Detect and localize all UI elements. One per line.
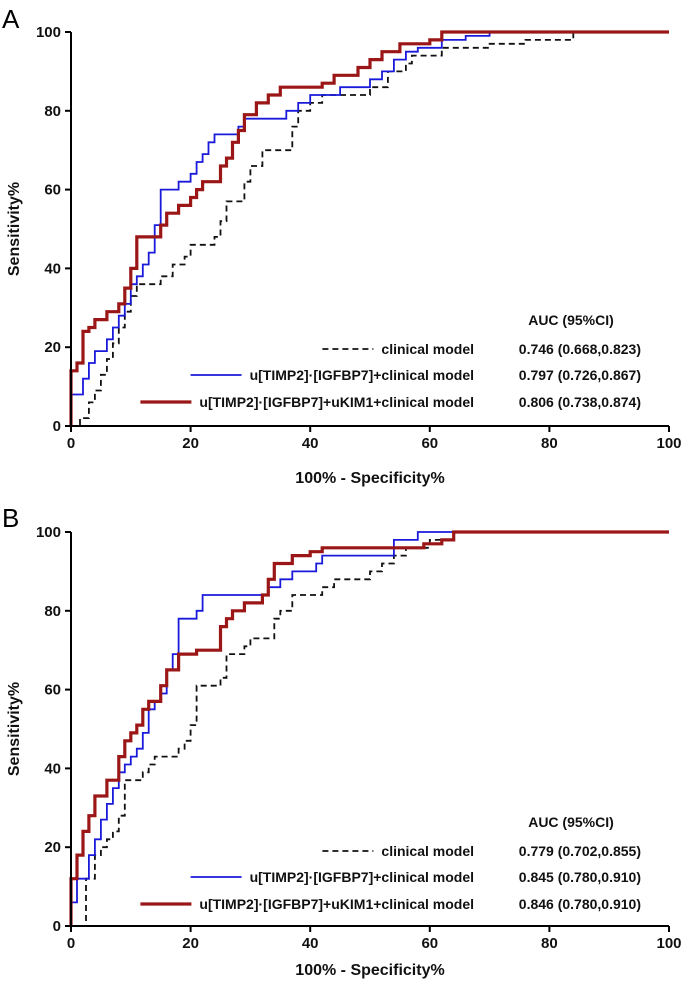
panel-a-x-tick-label: 100 (656, 435, 681, 452)
panel-b-legend-auc: 0.845 (0.780,0.910) (519, 869, 641, 885)
panel-a-x-tick-label: 40 (302, 435, 319, 452)
panel-a-legend-auc: 0.806 (0.738,0.874) (519, 394, 641, 410)
roc-panel-b: B 0 20 40 60 80 100 0 20 40 60 80 100 100% - Specif… (2, 503, 682, 979)
panel-a-x-tick-label: 60 (421, 435, 438, 452)
panel-b-letter: B (2, 503, 19, 533)
panel-a-legend-label: clinical model (381, 341, 474, 357)
panel-b-y-tick-label: 0 (53, 918, 61, 935)
panel-b-x-axis-title: 100% - Specificity% (295, 962, 444, 979)
panel-a-series-timp2-igfbp7 (70, 31, 669, 426)
panel-b-x-tick-label: 80 (541, 935, 558, 952)
panel-a-y-tick-label: 100 (36, 24, 61, 41)
panel-a-x-tick-label: 0 (67, 435, 75, 452)
panel-a-legend: AUC (95%CI) clinical model 0.746 (0.668,0… (140, 312, 641, 410)
panel-b-y-tick-label: 40 (44, 760, 61, 777)
panel-b-legend-header: AUC (95%CI) (528, 814, 614, 830)
panel-b-y-tick-label: 60 (44, 682, 61, 699)
panel-a-legend-label: u[TIMP2]·[IGFBP7]+clinical model (250, 367, 474, 383)
panel-b-y-tick-label: 20 (44, 839, 61, 856)
panel-b-series-timp2-igfbp7-ukim1 (69, 530, 669, 926)
panel-b-x-tick-label: 100 (656, 935, 681, 952)
panel-a-series-timp2-igfbp7-ukim1 (69, 30, 669, 426)
panel-b-x-tick-label: 60 (421, 935, 438, 952)
panel-b-series-timp2-igfbp7 (70, 531, 669, 926)
panel-a-legend-header: AUC (95%CI) (528, 312, 614, 328)
panel-a-y-tick-label: 20 (44, 339, 61, 356)
panel-b-legend-label: u[TIMP2]·[IGFBP7]+clinical model (250, 869, 474, 885)
panel-a-y-tick-label: 40 (44, 260, 61, 277)
panel-a-y-axis-title: Sensitivity% (6, 182, 23, 276)
panel-a-y-tick-label: 60 (44, 182, 61, 199)
panel-b-legend: AUC (95%CI) clinical model 0.779 (0.702,0… (140, 814, 641, 912)
panel-b-x-tick-label: 0 (67, 935, 75, 952)
panel-a-legend-auc: 0.797 (0.726,0.867) (519, 367, 641, 383)
panel-a-letter: A (2, 4, 20, 34)
panel-a-x-tick-label: 80 (541, 435, 558, 452)
panel-b-y-axis-title: Sensitivity% (6, 682, 23, 776)
panel-b-legend-auc: 0.779 (0.702,0.855) (519, 843, 641, 859)
panel-a-x-tick-label: 20 (182, 435, 199, 452)
panel-b-y-tick-label: 80 (44, 603, 61, 620)
panel-a-y-tick-label: 0 (53, 418, 61, 435)
panel-b-legend-label: u[TIMP2]·[IGFBP7]+uKIM1+clinical model (199, 896, 474, 912)
panel-b-series-clinical (71, 531, 669, 927)
panel-a-legend-label: u[TIMP2]·[IGFBP7]+uKIM1+clinical model (199, 394, 474, 410)
panel-a-y-tick-label: 80 (44, 103, 61, 120)
panel-a-legend-auc: 0.746 (0.668,0.823) (519, 341, 641, 357)
panel-b-x-tick-label: 40 (302, 935, 319, 952)
panel-b-legend-label: clinical model (381, 843, 474, 859)
panel-a-x-axis-title: 100% - Specificity% (295, 470, 444, 487)
panel-b-y-tick-label: 100 (36, 524, 61, 541)
roc-panel-a: A 0 20 40 60 80 100 0 20 40 60 80 100 100% - Specif… (2, 4, 682, 487)
panel-b-legend-auc: 0.846 (0.780,0.910) (519, 896, 641, 912)
panel-b-x-tick-label: 20 (182, 935, 199, 952)
